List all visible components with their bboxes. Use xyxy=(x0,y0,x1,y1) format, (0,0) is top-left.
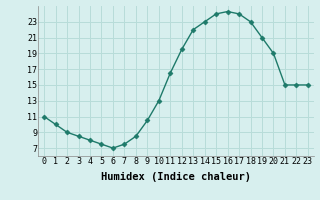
X-axis label: Humidex (Indice chaleur): Humidex (Indice chaleur) xyxy=(101,172,251,182)
